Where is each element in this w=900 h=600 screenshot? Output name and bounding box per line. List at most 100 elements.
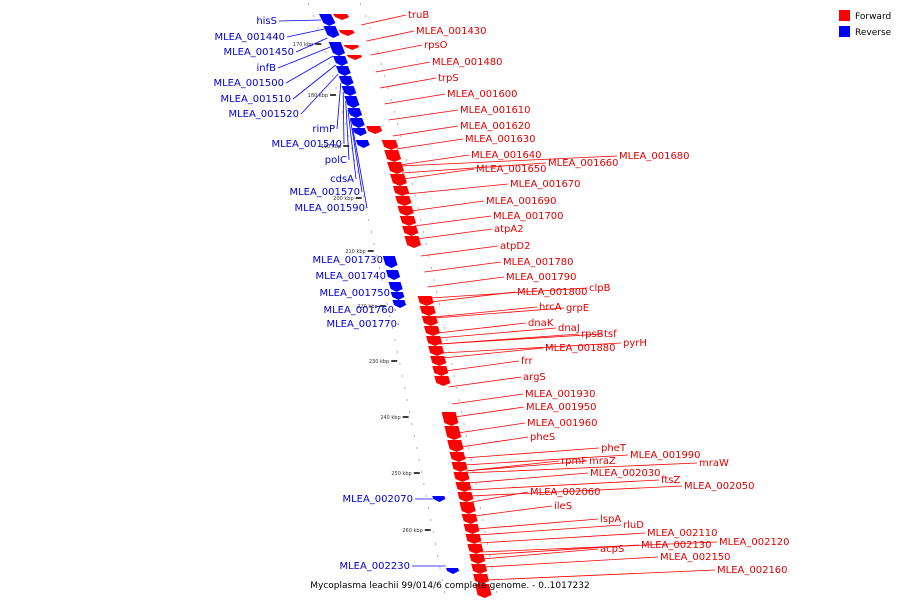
track-dot <box>399 363 401 365</box>
forward-gene-leader <box>470 485 683 497</box>
forward-gene-leader <box>465 460 588 472</box>
forward-gene-label: MLEA_001610 <box>460 105 531 116</box>
legend-forward-label: Forward <box>855 12 891 22</box>
track-dot <box>411 183 413 185</box>
forward-gene-leader <box>403 168 475 180</box>
reverse-gene-7 <box>344 96 360 108</box>
forward-gene-label: dnaJ <box>558 323 580 334</box>
track-dot <box>313 15 315 17</box>
forward-gene-leader <box>399 154 470 166</box>
track-dot <box>463 423 465 425</box>
track-dot <box>354 159 356 161</box>
track-dot <box>495 591 498 593</box>
track-dot <box>386 303 388 305</box>
reverse-gene-label: MLEA_001740 <box>315 271 386 282</box>
track-dot <box>370 231 373 233</box>
forward-gene-label: mraW <box>699 458 729 469</box>
track-dot <box>325 51 327 53</box>
reverse-gene-leader <box>336 82 342 130</box>
forward-gene-leader <box>451 393 524 405</box>
forward-gene-label: tsf <box>604 329 617 340</box>
forward-gene-leader <box>454 406 525 418</box>
forward-gene-label: MLEA_001790 <box>506 272 577 283</box>
track-dot <box>439 567 441 569</box>
track-dot <box>328 63 330 65</box>
forward-gene-label: truB <box>408 10 429 21</box>
reverse-gene-label: MLEA_001760 <box>323 305 394 316</box>
track-dot <box>420 471 423 473</box>
track-dot <box>332 75 334 77</box>
forward-gene-label: MLEA_002030 <box>590 468 661 479</box>
forward-gene-leader <box>406 183 509 195</box>
forward-gene-label: atpA2 <box>494 224 524 235</box>
reverse-gene-label: MLEA_001510 <box>220 94 291 105</box>
track-dot <box>307 3 310 5</box>
forward-gene-24 <box>441 412 459 426</box>
forward-gene-label: MLEA_001780 <box>503 257 574 268</box>
forward-gene-6 <box>384 150 402 162</box>
forward-gene-leader <box>375 61 431 73</box>
forward-gene-label: MLEA_001690 <box>486 196 557 207</box>
track-dot <box>348 135 350 137</box>
reverse-gene-label: MLEA_001750 <box>319 288 390 299</box>
forward-gene-leader <box>460 436 529 448</box>
track-dot <box>359 3 362 5</box>
forward-gene-leader <box>395 138 464 150</box>
forward-gene-leader <box>482 548 599 560</box>
track-dot <box>465 435 467 437</box>
forward-gene-label: hrcA <box>539 302 562 313</box>
reverse-gene-label: infB <box>257 63 277 74</box>
forward-gene-leader <box>479 532 646 544</box>
forward-gene-leader <box>477 524 622 536</box>
reverse-gene-17 <box>432 496 446 502</box>
forward-gene-37 <box>469 554 486 564</box>
track-dot <box>401 375 403 377</box>
track-dot <box>394 111 396 113</box>
forward-gene-29 <box>453 472 470 482</box>
track-dot <box>390 99 392 101</box>
reverse-gene-5 <box>338 76 354 86</box>
legend-reverse-swatch <box>839 26 850 37</box>
reverse-gene-leader <box>300 73 339 115</box>
reverse-gene-leader <box>350 118 363 193</box>
track-dot <box>430 267 433 269</box>
reverse-gene-1 <box>323 26 340 38</box>
track-dot <box>389 315 391 317</box>
reverse-gene-14 <box>388 282 403 292</box>
forward-gene-leader <box>410 200 485 212</box>
forward-gene-label: argS <box>523 372 546 383</box>
reverse-gene-leader <box>277 46 331 69</box>
forward-gene-label: rluD <box>623 520 644 531</box>
track-dot <box>430 519 432 521</box>
forward-gene-label: MLEA_001480 <box>432 57 503 68</box>
track-dot <box>365 207 367 209</box>
track-dot <box>438 303 440 305</box>
forward-gene-label: pyrH <box>623 338 647 349</box>
reverse-gene-leader <box>278 19 322 22</box>
forward-gene-22 <box>432 366 449 376</box>
reverse-gene-0 <box>318 14 336 26</box>
forward-gene-leader <box>457 422 526 434</box>
forward-gene-19 <box>426 336 443 346</box>
track-dot <box>394 339 396 341</box>
track-dot <box>432 531 434 533</box>
reverse-gene-8 <box>347 108 363 118</box>
track-dot <box>420 219 422 221</box>
forward-gene-leader <box>480 541 718 553</box>
track-dot <box>369 27 371 29</box>
feature-layer <box>318 14 492 598</box>
track-dot <box>456 387 458 389</box>
scale-tick-label: 260 kbp <box>402 528 422 534</box>
forward-gene-leader <box>462 447 600 459</box>
forward-gene-18 <box>423 326 440 336</box>
reverse-gene-leader <box>347 109 357 180</box>
forward-gene-17 <box>421 316 438 326</box>
forward-gene-leader <box>483 556 659 568</box>
reverse-gene-leader <box>285 55 334 84</box>
track-dot <box>479 507 482 509</box>
forward-gene-leader <box>486 569 716 581</box>
forward-gene-label: MLEA_001650 <box>476 164 547 175</box>
forward-gene-leader <box>448 376 522 388</box>
track-dot <box>377 51 379 53</box>
scale-tick-label: 230 kbp <box>369 359 389 365</box>
